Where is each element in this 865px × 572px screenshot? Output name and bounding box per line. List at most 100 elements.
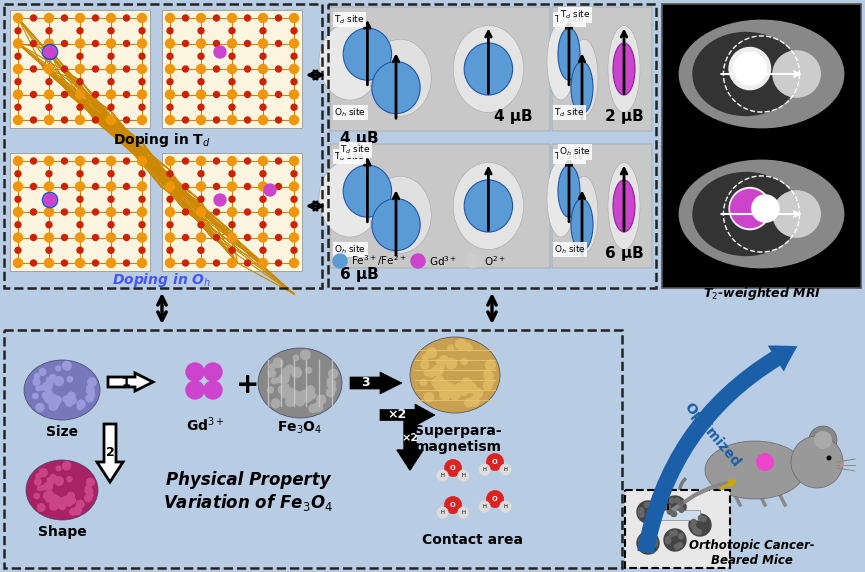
Text: 1: 1 — [122, 375, 131, 388]
Text: Orthotopic Cancer-
Beared Mice: Orthotopic Cancer- Beared Mice — [689, 539, 815, 567]
Circle shape — [479, 464, 490, 475]
Circle shape — [14, 65, 22, 73]
Circle shape — [35, 374, 40, 379]
Circle shape — [75, 182, 85, 191]
Text: H: H — [483, 467, 486, 472]
Circle shape — [77, 405, 82, 410]
Circle shape — [245, 260, 251, 266]
Circle shape — [70, 509, 76, 515]
Ellipse shape — [570, 39, 598, 116]
Text: O$^{2+}$: O$^{2+}$ — [484, 254, 506, 268]
Circle shape — [75, 65, 85, 73]
FancyBboxPatch shape — [10, 153, 150, 271]
Circle shape — [138, 157, 146, 165]
Circle shape — [108, 79, 114, 85]
Circle shape — [15, 79, 21, 85]
Circle shape — [638, 510, 644, 514]
Circle shape — [48, 478, 52, 482]
Circle shape — [48, 380, 53, 386]
Ellipse shape — [692, 172, 799, 256]
Circle shape — [214, 235, 220, 240]
Circle shape — [75, 208, 85, 216]
Circle shape — [48, 480, 54, 485]
Circle shape — [639, 538, 644, 543]
Circle shape — [45, 395, 53, 403]
FancyArrowPatch shape — [638, 345, 798, 554]
Circle shape — [290, 65, 298, 73]
Circle shape — [664, 496, 686, 518]
Circle shape — [670, 531, 674, 537]
Circle shape — [791, 436, 843, 488]
Circle shape — [46, 222, 52, 228]
Circle shape — [267, 387, 273, 393]
Circle shape — [293, 355, 298, 360]
Circle shape — [731, 189, 769, 228]
Circle shape — [285, 365, 293, 373]
Circle shape — [411, 254, 425, 268]
Circle shape — [183, 184, 189, 189]
Circle shape — [88, 378, 96, 386]
Circle shape — [198, 196, 204, 202]
Text: Superpara-
magnetism: Superpara- magnetism — [414, 424, 502, 454]
Circle shape — [167, 79, 173, 85]
Circle shape — [41, 486, 45, 490]
Circle shape — [484, 370, 490, 376]
Circle shape — [317, 400, 323, 406]
Text: H: H — [462, 473, 465, 478]
Circle shape — [30, 92, 36, 97]
Circle shape — [33, 379, 40, 386]
Circle shape — [139, 247, 145, 253]
Circle shape — [229, 104, 235, 110]
Circle shape — [275, 209, 281, 215]
Circle shape — [198, 28, 204, 34]
Ellipse shape — [343, 28, 392, 80]
Circle shape — [61, 235, 67, 240]
Circle shape — [75, 259, 85, 268]
Text: Shape: Shape — [37, 525, 86, 539]
Circle shape — [54, 496, 61, 503]
Ellipse shape — [705, 441, 805, 499]
Circle shape — [465, 382, 477, 393]
Circle shape — [44, 65, 54, 73]
Circle shape — [106, 182, 116, 191]
Circle shape — [139, 222, 145, 228]
Circle shape — [106, 259, 116, 268]
Circle shape — [58, 502, 66, 510]
Circle shape — [272, 399, 280, 408]
Circle shape — [44, 233, 54, 242]
Circle shape — [30, 184, 36, 189]
FancyBboxPatch shape — [162, 10, 302, 128]
Ellipse shape — [558, 165, 580, 217]
Text: O$_h$ site: O$_h$ site — [559, 146, 591, 158]
Circle shape — [214, 66, 220, 72]
Text: Physical Property
Variation of Fe$_3$O$_4$: Physical Property Variation of Fe$_3$O$_… — [163, 471, 333, 513]
Circle shape — [165, 233, 175, 242]
Circle shape — [484, 381, 492, 390]
Circle shape — [275, 378, 280, 383]
Circle shape — [693, 528, 698, 533]
Circle shape — [264, 184, 276, 196]
Circle shape — [665, 537, 670, 542]
Circle shape — [76, 500, 84, 508]
Text: Doping in O$_h$: Doping in O$_h$ — [112, 271, 212, 289]
FancyBboxPatch shape — [552, 144, 652, 268]
FancyBboxPatch shape — [664, 6, 859, 142]
Circle shape — [108, 196, 114, 202]
Circle shape — [138, 65, 146, 73]
Circle shape — [333, 254, 347, 268]
Circle shape — [275, 92, 281, 97]
Circle shape — [301, 390, 308, 397]
Circle shape — [260, 53, 266, 59]
Circle shape — [437, 470, 448, 481]
Circle shape — [752, 195, 779, 222]
Circle shape — [75, 233, 85, 242]
Circle shape — [214, 158, 220, 164]
Circle shape — [639, 512, 644, 517]
Circle shape — [756, 453, 774, 471]
Circle shape — [183, 209, 189, 215]
Circle shape — [272, 379, 277, 384]
Circle shape — [428, 370, 434, 375]
Ellipse shape — [319, 160, 381, 237]
Circle shape — [93, 235, 99, 240]
Circle shape — [260, 28, 266, 34]
